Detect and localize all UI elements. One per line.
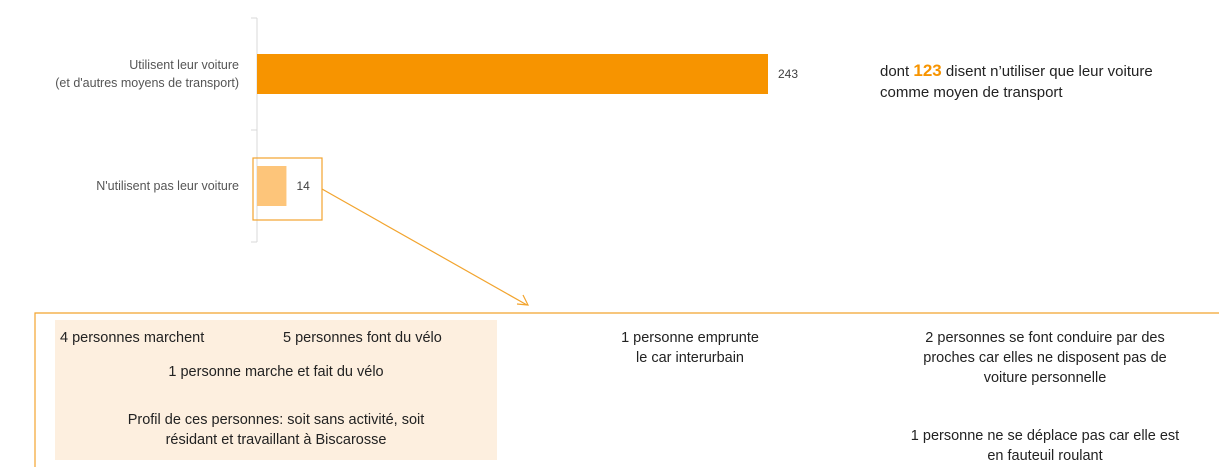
bar [257, 166, 287, 206]
value-label: 14 [296, 179, 310, 193]
annotation-suffix: disent n’utiliser que leur voiture comme… [880, 63, 1153, 101]
detail-text: Profil de ces personnes: soit sans activ… [127, 412, 425, 448]
detail-text: 4 personnes marchent [60, 330, 205, 346]
detail-frame [34, 312, 1219, 467]
category-label: Utilisent leur voiture (et d'autres moye… [55, 58, 239, 90]
arrow [321, 188, 528, 306]
detail-text: 1 personne emprunte le car interurbain [621, 330, 759, 366]
detail-text: 5 personnes font du vélo [283, 330, 442, 346]
bar [257, 54, 768, 94]
detail-text: 2 personnes se font conduire par des pro… [923, 330, 1167, 386]
detail-text: 1 personne marche et fait du vélo [168, 364, 384, 380]
value-label: 243 [778, 67, 798, 81]
detail-text: 1 personne ne se déplace pas car elle es… [910, 428, 1180, 464]
category-label: N'utilisent pas leur voiture [96, 179, 239, 193]
annotation-prefix: dont [880, 63, 910, 80]
annotation-number: 123 [913, 61, 942, 80]
arrow-head [516, 294, 530, 306]
annotation: dont 123 disent n’utiliser que leur voit… [880, 60, 1180, 103]
detail-box [55, 320, 497, 460]
